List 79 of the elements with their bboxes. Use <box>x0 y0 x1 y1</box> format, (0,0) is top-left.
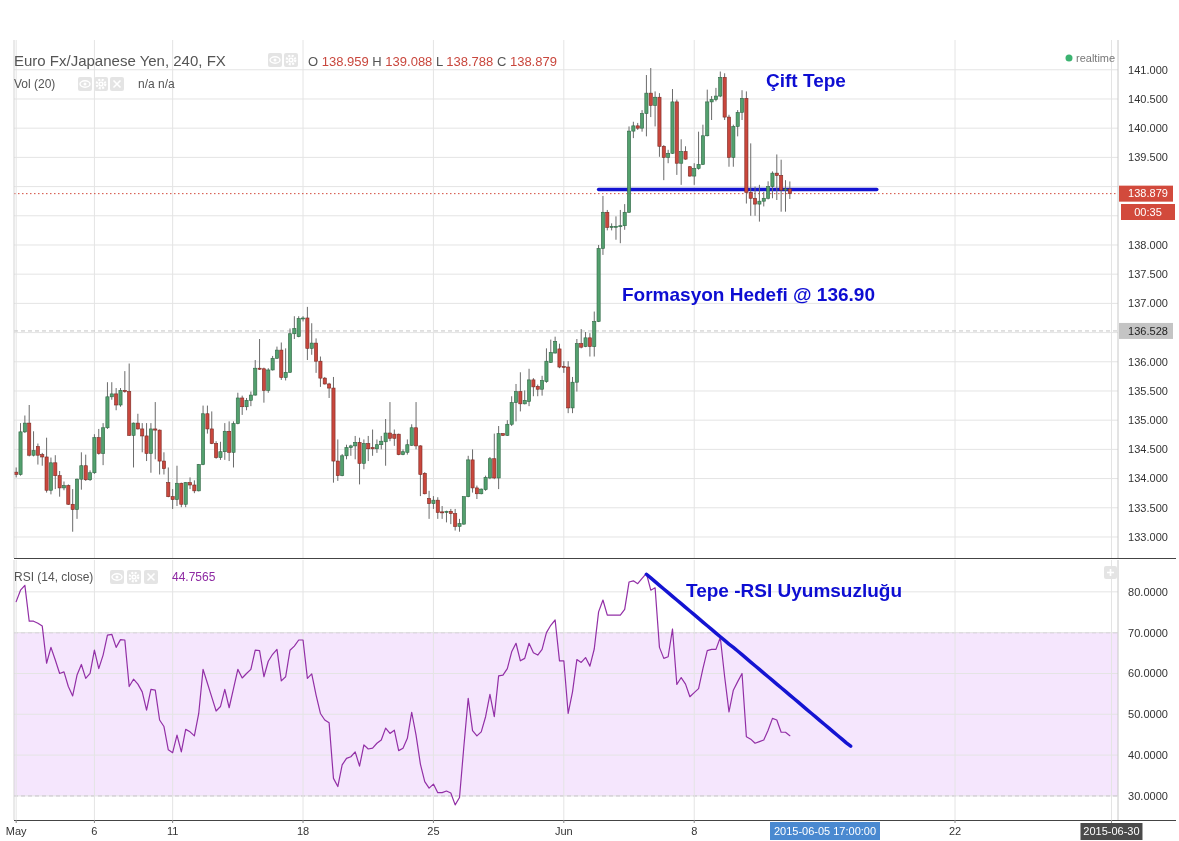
y-tick-label: 50.0000 <box>1128 708 1168 721</box>
candlestick <box>435 496 440 520</box>
candlestick <box>388 401 392 442</box>
text: Euro Fx/Japanese Yen, 240, FX <box>14 52 226 69</box>
annotation: n/a n/a <box>138 77 176 91</box>
candlestick <box>31 430 36 457</box>
x-tick-label: 11 <box>166 825 179 838</box>
candlestick <box>370 429 375 457</box>
annotation: 44.7565 <box>172 570 216 584</box>
candlestick <box>361 438 366 470</box>
candlestick <box>783 179 788 213</box>
candlestick <box>757 184 762 223</box>
y-tick-label: 135.000 <box>1128 414 1168 427</box>
candlestick <box>83 454 88 482</box>
x-tick-label: Jun <box>554 825 573 838</box>
y-tick-label: 140.000 <box>1128 122 1168 135</box>
candlestick <box>114 387 119 411</box>
candlestick <box>679 138 684 186</box>
candlestick <box>222 422 227 461</box>
candlestick <box>62 481 66 491</box>
y-tick-label: 30.0000 <box>1128 789 1168 802</box>
annotation: Tepe -RSI Uyumsuzluğu <box>686 580 903 601</box>
y-tick-label: 133.500 <box>1128 501 1168 514</box>
candlestick <box>588 332 592 358</box>
annotation: Çift Tepe <box>766 70 846 91</box>
ref-line-label: 138.879 <box>1128 187 1168 200</box>
x-tick-label: 8 <box>691 825 698 838</box>
y-tick-label: 80.0000 <box>1128 585 1168 598</box>
x-tick-label: May <box>5 825 28 838</box>
x-tick-label: 25 <box>427 825 440 838</box>
y-tick-label: 140.500 <box>1128 92 1168 105</box>
candlestick <box>531 377 536 397</box>
y-tick-label: 60.0000 <box>1128 667 1168 680</box>
candlestick <box>131 422 136 468</box>
y-tick-label: 137.000 <box>1128 297 1168 310</box>
y-tick-label: 133.000 <box>1128 530 1168 543</box>
candlestick <box>557 343 562 369</box>
y-tick-label: 138.000 <box>1128 238 1168 251</box>
candlestick <box>605 209 610 231</box>
candlestick <box>692 162 697 186</box>
y-tick-label: 135.500 <box>1128 384 1168 397</box>
candlestick <box>227 420 232 462</box>
text: RSI (14, close) <box>14 570 94 584</box>
candlestick <box>188 476 192 490</box>
x-tick-label: 22 <box>948 825 962 838</box>
x-tick-label: 6 <box>91 825 98 838</box>
candlestick <box>175 465 179 507</box>
candlestick <box>357 437 362 485</box>
candlestick <box>492 433 497 480</box>
candlestick <box>240 395 245 416</box>
text: 2015-06-05 17:00:00 <box>773 824 877 837</box>
candlestick <box>353 435 358 460</box>
y-tick-label: 70.0000 <box>1128 626 1168 639</box>
candlestick <box>153 401 158 460</box>
candlestick <box>366 435 371 462</box>
y-tick-label: 141.000 <box>1128 63 1168 76</box>
x-tick-label: 18 <box>296 825 310 838</box>
y-tick-label: 137.500 <box>1128 268 1168 281</box>
candlestick <box>144 422 149 462</box>
text: 00:35 <box>1134 205 1162 218</box>
annotation: Vol (20) <box>14 77 56 91</box>
y-tick-label: 136.000 <box>1128 355 1168 368</box>
candlestick <box>70 488 75 533</box>
candlestick <box>348 444 353 457</box>
y-tick-label: 139.500 <box>1128 151 1168 164</box>
candlestick <box>183 481 188 508</box>
candlestick <box>96 428 101 456</box>
candlestick <box>718 71 723 98</box>
y-tick-label: 134.000 <box>1128 472 1168 485</box>
annotation: O 138.959 H 139.088 L 138.788 C 138.879 <box>308 54 557 69</box>
annotation: realtime <box>1076 52 1116 64</box>
annotation: Formasyon Hedefi @ 136.90 <box>622 284 875 305</box>
candlestick <box>140 422 145 453</box>
ref-line-label: 136.528 <box>1128 324 1168 337</box>
y-tick-label: 134.500 <box>1128 443 1168 456</box>
y-tick-label: 40.0000 <box>1128 748 1168 761</box>
x-tick-label: 2015-06-30 <box>1083 825 1140 838</box>
candlestick <box>653 90 657 127</box>
candlestick <box>309 322 314 356</box>
